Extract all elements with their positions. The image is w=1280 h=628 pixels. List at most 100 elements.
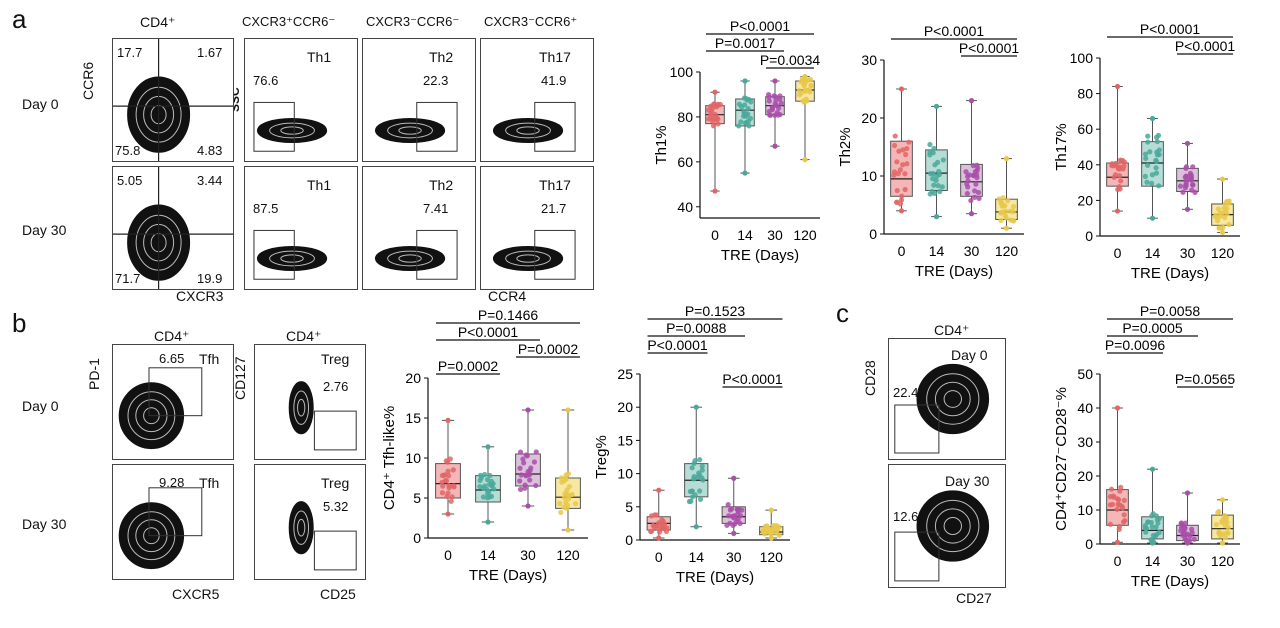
data-point <box>898 208 905 214</box>
data-point <box>558 509 564 516</box>
data-point <box>801 99 807 105</box>
x-tick-label: 120 <box>1211 245 1235 261</box>
data-point <box>768 535 774 541</box>
p-value-label: P=0.0096 <box>1105 337 1166 353</box>
population-contour <box>505 250 551 267</box>
data-point <box>902 186 908 193</box>
gate-rectangle <box>148 487 203 537</box>
data-point <box>697 457 703 463</box>
data-point <box>771 93 777 99</box>
flow-plot-th2-day30: Th2 7.41 <box>362 166 476 290</box>
data-point <box>1178 521 1184 527</box>
gate-rectangle <box>894 404 940 454</box>
flow-plot-th17-day30: Th17 21.7 <box>480 166 594 290</box>
subset-value: 76.6 <box>253 73 279 88</box>
data-point <box>443 458 449 464</box>
subset-value: 7.41 <box>423 201 449 216</box>
data-point <box>898 86 905 92</box>
p-value-label: P<0.0001 <box>924 23 985 39</box>
data-point <box>772 143 778 149</box>
subset-name: Th1 <box>307 49 332 65</box>
data-point <box>661 521 667 527</box>
data-point <box>1150 511 1156 517</box>
data-point <box>1213 521 1220 528</box>
p-value-label: P=0.0565 <box>1175 371 1236 387</box>
data-point <box>939 184 945 190</box>
data-point <box>777 93 783 99</box>
data-point <box>1114 539 1121 545</box>
gate-rectangle <box>416 229 458 280</box>
y-tick-label: 15 <box>617 432 633 448</box>
panel-b-cd4-header-tfh: CD4⁺ <box>154 328 190 344</box>
data-point <box>774 109 780 116</box>
flow-drawing <box>894 363 990 454</box>
data-point <box>1214 218 1221 224</box>
x-tick-label: 30 <box>726 549 742 565</box>
data-point <box>1156 147 1162 153</box>
gate-rectangle <box>416 101 458 152</box>
data-point <box>697 472 703 478</box>
population-contour <box>374 246 446 271</box>
data-point <box>1003 225 1010 231</box>
data-point <box>1182 174 1188 180</box>
data-point <box>559 479 565 485</box>
flow-plot-th2-day0: Th2 22.3 <box>362 38 476 162</box>
y-tick-label: 30 <box>861 52 877 68</box>
data-point <box>1144 162 1151 168</box>
data-point <box>1010 203 1017 210</box>
data-point <box>569 491 575 498</box>
population-contour <box>492 118 564 143</box>
population-contour <box>916 490 990 562</box>
data-point <box>742 102 748 108</box>
gate-rectangle <box>313 410 357 451</box>
population-contour <box>256 246 328 271</box>
data-point <box>801 81 808 88</box>
data-point <box>1142 525 1148 531</box>
data-point <box>766 98 772 104</box>
x-axis-title: TRE (Days) <box>1131 265 1209 282</box>
p-value-label: P=0.0058 <box>1140 303 1201 319</box>
data-point <box>1115 496 1121 502</box>
population-contour <box>943 390 962 408</box>
population-contour <box>387 122 433 139</box>
data-point <box>745 106 751 112</box>
data-point <box>1220 224 1226 231</box>
data-point <box>1145 139 1151 145</box>
flow-drawing <box>253 229 328 280</box>
data-point <box>968 98 975 104</box>
flow-drawing <box>492 229 576 280</box>
data-point <box>1156 183 1162 189</box>
data-point <box>1114 208 1121 214</box>
subset-value: 21.7 <box>541 201 567 216</box>
data-point <box>930 170 936 177</box>
data-point <box>1010 209 1016 215</box>
data-point <box>656 535 662 541</box>
data-point <box>527 477 533 483</box>
population-contour <box>269 250 315 267</box>
y-tick-label: 40 <box>1077 400 1093 416</box>
data-point <box>445 468 451 474</box>
data-point <box>439 472 446 479</box>
data-point <box>477 477 483 484</box>
data-point <box>448 498 454 504</box>
y-axis-title: CD4⁺ Tfh-like% <box>381 406 398 510</box>
data-point <box>1219 229 1226 236</box>
flow-plot-th17-day0: Th17 41.9 <box>480 38 594 162</box>
data-point <box>743 119 750 126</box>
flow-drawing <box>374 229 458 280</box>
data-point <box>1149 215 1156 221</box>
cxcr5-axis-label: CXCR5 <box>172 586 220 602</box>
x-tick-label: 0 <box>1114 553 1122 569</box>
data-point <box>972 194 978 200</box>
data-point <box>708 110 714 116</box>
data-point <box>927 141 933 148</box>
data-point <box>931 182 937 188</box>
data-point <box>710 105 716 111</box>
data-point <box>998 200 1004 206</box>
y-tick-label: 15 <box>405 410 421 426</box>
data-point <box>517 486 524 493</box>
p-value-label: P<0.0001 <box>730 18 791 34</box>
y-axis-title: Th1% <box>653 125 670 164</box>
flow-drawing <box>113 167 233 289</box>
data-point <box>1122 517 1128 524</box>
